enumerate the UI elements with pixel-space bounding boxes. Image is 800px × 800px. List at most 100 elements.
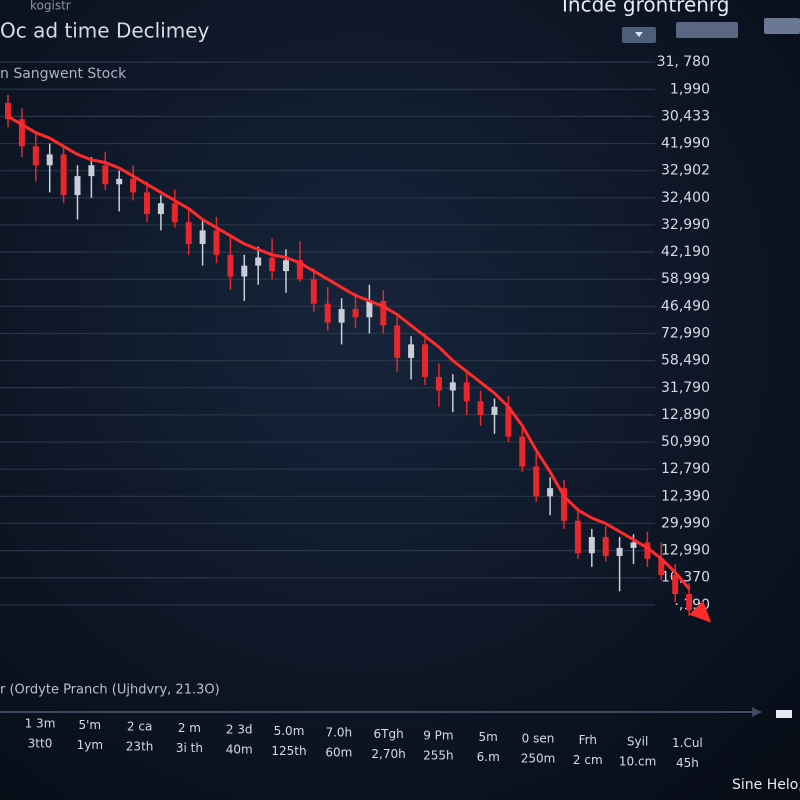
candle-body bbox=[144, 192, 150, 215]
trend-line bbox=[7, 115, 691, 590]
y-tick-label: 58,490 bbox=[661, 353, 710, 369]
candle-body bbox=[477, 401, 484, 415]
scroll-handle[interactable] bbox=[776, 710, 792, 718]
candle-body bbox=[157, 203, 164, 215]
candle-body bbox=[352, 309, 359, 318]
side-label: Sine Helo; bbox=[732, 777, 800, 793]
y-tick-label: 58,999 bbox=[661, 271, 710, 287]
axis-arrow bbox=[752, 707, 762, 717]
candle-body bbox=[338, 309, 345, 323]
x-tick-label: 2 m bbox=[178, 721, 201, 735]
x-tick-label: 2,70h bbox=[371, 747, 405, 761]
candle-body bbox=[46, 154, 53, 166]
candle-body bbox=[213, 230, 220, 255]
x-tick-label: 45h bbox=[676, 756, 699, 770]
x-tick-label: Frh bbox=[579, 733, 597, 747]
candle-body bbox=[408, 344, 415, 358]
x-tick-label: 1ym bbox=[77, 738, 103, 752]
x-tick-label: 125th bbox=[271, 744, 306, 758]
corner-label: kogistr bbox=[30, 0, 71, 13]
candle-body bbox=[5, 102, 11, 120]
candle-body bbox=[630, 542, 637, 548]
x-tick-label: 7.0h bbox=[325, 726, 352, 740]
y-tick-label: 29,990 bbox=[661, 515, 710, 531]
candle-body bbox=[561, 488, 567, 521]
candle-body bbox=[672, 575, 679, 595]
footer-label: r (Ordyte Pranch (Ujhdvry, 21.3O) bbox=[0, 683, 220, 698]
candle-body bbox=[324, 303, 331, 323]
y-tick-label: 12,790 bbox=[661, 461, 710, 477]
x-tick-label: 6.m bbox=[477, 750, 500, 764]
candle-body bbox=[18, 119, 25, 147]
chart-title: Oc ad time Declimey bbox=[0, 19, 210, 43]
x-tick-label: 9 Pm bbox=[423, 729, 453, 743]
candle-body bbox=[491, 406, 498, 415]
header-right: Incde grontrenrg bbox=[562, 0, 730, 17]
grid: 31, 780 1,990 30,433 41,990 32,902 32,400 32,9… bbox=[0, 54, 710, 770]
x-tick-label: 2 cm bbox=[573, 753, 603, 767]
x-tick-label: 5'm bbox=[78, 718, 101, 732]
y-tick-label: 50,990 bbox=[661, 434, 710, 450]
candle-body bbox=[310, 279, 317, 304]
menu-button[interactable] bbox=[764, 18, 800, 34]
candle-body bbox=[116, 178, 123, 185]
x-tick-label: 60m bbox=[325, 746, 352, 760]
candle-body bbox=[171, 203, 178, 223]
candle-body bbox=[588, 537, 595, 554]
trend-arrow bbox=[689, 600, 712, 623]
x-tick-label: 10.cm bbox=[619, 755, 656, 769]
x-tick-label: 1.Cul bbox=[672, 736, 703, 750]
candle-body bbox=[463, 382, 470, 402]
x-tick-label: 6Tgh bbox=[374, 727, 404, 741]
candle-body bbox=[241, 265, 248, 277]
x-tick-label: 5m bbox=[479, 730, 498, 744]
x-tick-label: 2 3d bbox=[226, 723, 253, 737]
y-tick-label: 32,400 bbox=[661, 190, 710, 206]
candle-body bbox=[255, 257, 262, 266]
x-tick-label: 0 sen bbox=[522, 732, 555, 746]
candle-body bbox=[616, 547, 623, 557]
plot bbox=[5, 94, 712, 623]
y-tick-label: 31, 780 bbox=[657, 54, 710, 70]
x-tick-label: 40m bbox=[226, 743, 253, 757]
x-tick-label: 3tt0 bbox=[28, 737, 53, 751]
candle-body bbox=[574, 520, 581, 554]
candle-body bbox=[60, 154, 67, 196]
x-tick-label: 255h bbox=[423, 749, 454, 763]
candle-body bbox=[227, 254, 234, 277]
candle-body bbox=[74, 176, 81, 196]
candle-body bbox=[644, 542, 651, 559]
candle-body bbox=[102, 165, 109, 185]
dropdown-icon bbox=[635, 32, 643, 37]
y-tick-label: 31,790 bbox=[661, 380, 710, 396]
candle-body bbox=[505, 406, 512, 437]
candle-body bbox=[435, 376, 442, 391]
y-tick-label: 72,990 bbox=[661, 326, 710, 342]
x-tick-label: 1 3m bbox=[25, 717, 56, 731]
x-tick-label: Syil bbox=[627, 735, 648, 749]
x-tick-label: 250m bbox=[521, 752, 556, 766]
candle-body bbox=[533, 466, 540, 497]
x-tick-label: 2 ca bbox=[127, 720, 152, 734]
candle-body bbox=[686, 594, 693, 611]
x-tick-label: 23th bbox=[126, 740, 154, 754]
candle-body bbox=[88, 165, 95, 177]
y-tick-label: 12,390 bbox=[661, 488, 710, 504]
candle-body bbox=[519, 436, 526, 467]
candle-body bbox=[547, 488, 554, 497]
candle-body bbox=[449, 382, 456, 391]
y-tick-label: 46,490 bbox=[661, 298, 710, 314]
candle-body bbox=[296, 260, 303, 280]
candle-body bbox=[269, 257, 276, 272]
candle-body bbox=[422, 344, 428, 377]
y-tick-label: 32,902 bbox=[661, 163, 710, 179]
candle-body bbox=[658, 558, 665, 576]
candle-body bbox=[366, 300, 373, 318]
x-tick-label: 3i th bbox=[176, 741, 203, 755]
candle-body bbox=[185, 222, 192, 244]
y-tick-label: 30,433 bbox=[661, 108, 710, 124]
y-tick-label: 12,890 bbox=[661, 407, 710, 423]
toggle-button[interactable] bbox=[676, 22, 738, 38]
